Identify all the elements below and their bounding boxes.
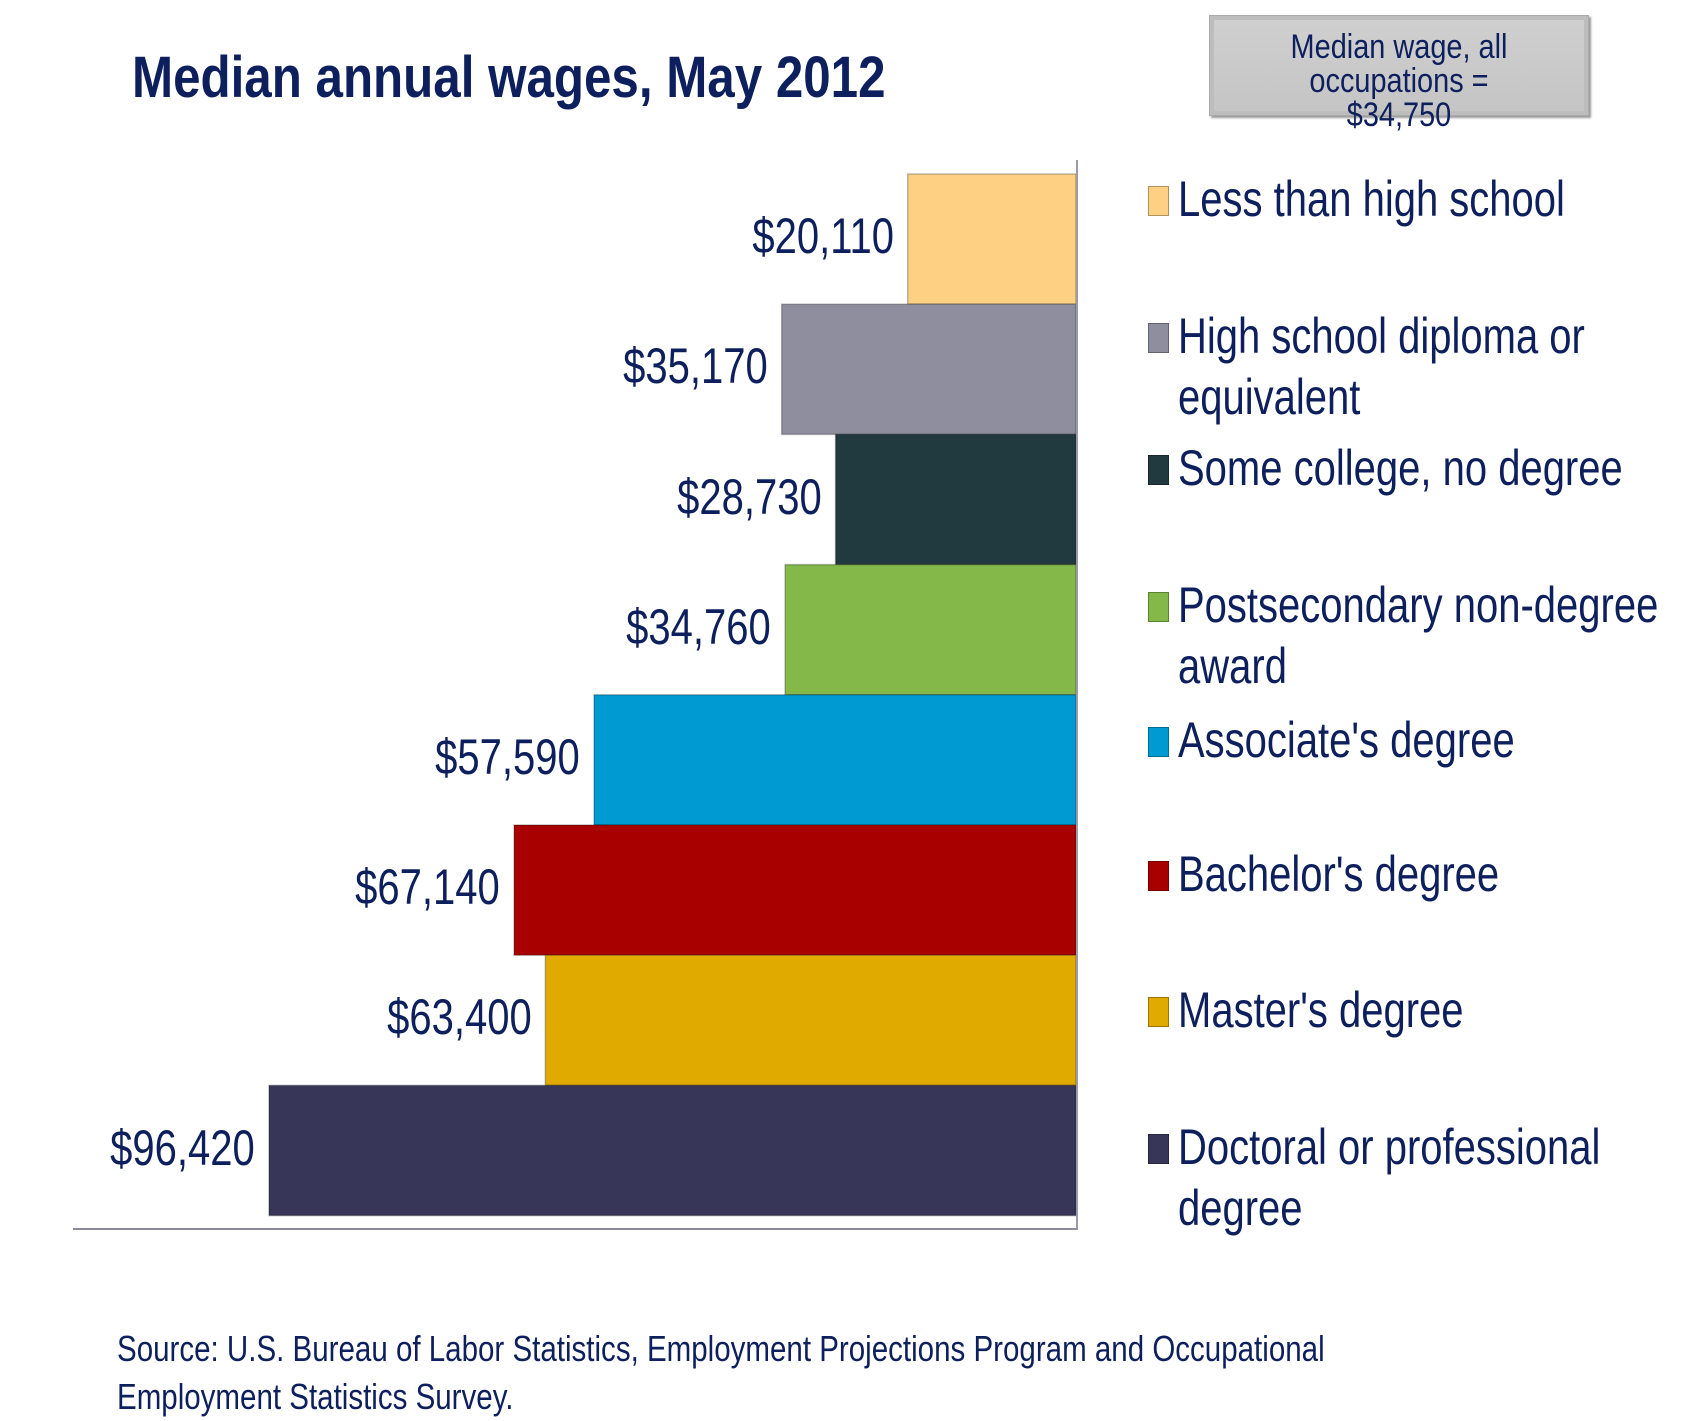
- legend-label: Doctoral or professional: [1178, 1119, 1601, 1175]
- bar-1: [780, 303, 1077, 436]
- bar-3: [784, 563, 1077, 696]
- legend-label: Postsecondary non-degree: [1178, 577, 1659, 633]
- legend-swatch: [1148, 861, 1169, 891]
- bar-7: [268, 1084, 1077, 1217]
- data-label: $63,400: [386, 989, 532, 1046]
- data-label: $67,140: [355, 859, 501, 916]
- bar-0: [906, 173, 1077, 305]
- data-label: $35,170: [623, 338, 768, 395]
- bar-5: [513, 824, 1077, 956]
- legend-swatch: [1148, 323, 1169, 353]
- legend-label: equivalent: [1178, 369, 1361, 425]
- data-label: $57,590: [435, 728, 580, 785]
- bar-2: [834, 433, 1077, 566]
- data-label: $20,110: [752, 208, 894, 265]
- legend-label: Master's degree: [1178, 982, 1464, 1038]
- median-annotation: Median wage, all occupations = $34,750: [1290, 28, 1508, 134]
- legend-label: degree: [1178, 1180, 1303, 1236]
- median-annotation-box: Median wage, all occupations = $34,750: [1209, 15, 1589, 132]
- legend-label: Bachelor's degree: [1178, 846, 1500, 902]
- data-label: $28,730: [676, 468, 822, 525]
- data-label: $96,420: [110, 1119, 255, 1176]
- legend-swatch: [1148, 455, 1169, 485]
- chart-title: Median annual wages, May 2012: [132, 45, 886, 110]
- legend-label: Less than high school: [1178, 171, 1565, 227]
- legend-swatch: [1148, 186, 1169, 216]
- legend-swatch: [1148, 997, 1169, 1027]
- legend-label: Some college, no degree: [1178, 440, 1623, 496]
- data-label: $34,760: [626, 598, 772, 655]
- legend-swatch: [1148, 592, 1169, 622]
- legend-swatch: [1148, 1134, 1169, 1164]
- source-note: Source: U.S. Bureau of Labor Statistics,…: [117, 1328, 1325, 1417]
- legend-swatch: [1148, 727, 1169, 757]
- bar-4: [593, 694, 1077, 826]
- legend-label: award: [1178, 638, 1287, 694]
- bar-6: [544, 954, 1077, 1087]
- legend-label: High school diploma or: [1178, 308, 1585, 364]
- legend-label: Associate's degree: [1178, 712, 1515, 768]
